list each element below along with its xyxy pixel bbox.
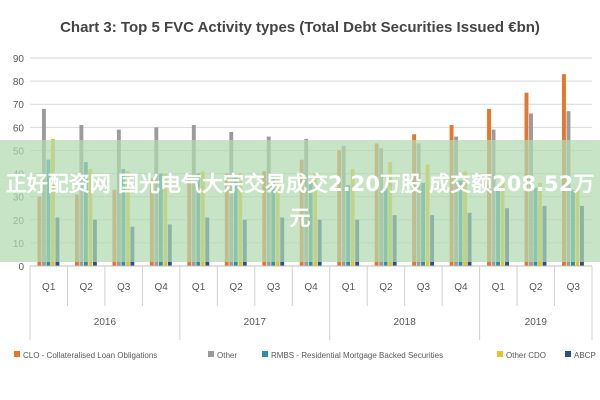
overlay-banner: 正好配资网 国光电气大宗交易成交2.20万股 成交额208.52万元 — [0, 140, 600, 262]
y-tick-label: 80 — [13, 77, 25, 88]
x-tick-label: Q3 — [567, 282, 581, 293]
legend-label: RMBS - Residential Mortgage Backed Secur… — [271, 351, 443, 360]
x-tick-label: Q4 — [454, 282, 468, 293]
legend-swatch — [565, 351, 571, 357]
x-tick-label: Q2 — [379, 282, 393, 293]
y-tick-label: 60 — [13, 123, 25, 134]
x-group-label: 2019 — [525, 317, 548, 328]
x-tick-label: Q4 — [304, 282, 318, 293]
x-tick-label: Q1 — [342, 282, 356, 293]
x-group-label: 2017 — [244, 317, 267, 328]
x-tick-label: Q3 — [417, 282, 431, 293]
x-tick-label: Q1 — [492, 282, 506, 293]
x-tick-label: Q2 — [80, 282, 94, 293]
chart-title: Chart 3: Top 5 FVC Activity types (Total… — [60, 19, 540, 36]
x-tick-label: Q2 — [229, 282, 243, 293]
x-tick-label: Q2 — [529, 282, 543, 293]
legend-label: ABCP — [574, 351, 596, 360]
legend-swatch — [497, 351, 503, 357]
x-group-label: 2016 — [94, 317, 117, 328]
legend-swatch — [208, 351, 214, 357]
y-tick-label: 0 — [18, 262, 24, 273]
legend-label: Other CDO — [506, 351, 546, 360]
x-tick-label: Q1 — [192, 282, 206, 293]
x-tick-label: Q1 — [42, 282, 56, 293]
legend-swatch — [14, 351, 20, 357]
x-group-label: 2018 — [394, 317, 417, 328]
legend-swatch — [262, 351, 268, 357]
legend-label: Other — [217, 351, 237, 360]
overlay-banner-text: 正好配资网 国光电气大宗交易成交2.20万股 成交额208.52万元 — [5, 172, 595, 230]
x-tick-label: Q3 — [117, 282, 131, 293]
y-tick-label: 70 — [13, 100, 25, 111]
y-tick-label: 90 — [13, 54, 25, 65]
legend-label: CLO - Collateralised Loan Obligations — [23, 351, 157, 360]
x-tick-label: Q3 — [267, 282, 281, 293]
x-tick-label: Q4 — [154, 282, 168, 293]
